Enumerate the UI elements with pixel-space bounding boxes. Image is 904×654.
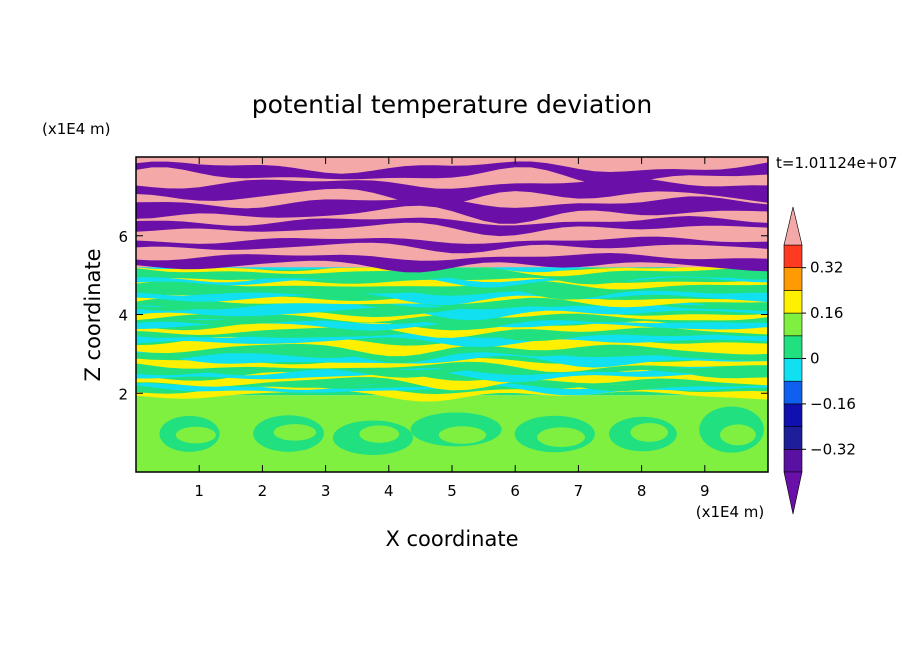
- upper-layer-stripe: [136, 161, 768, 186]
- colorbar-label: 0.16: [810, 304, 843, 322]
- contour-field: [136, 157, 768, 472]
- colorbar-segment: [783, 403, 803, 427]
- lower-layer-cell-core: [359, 425, 400, 443]
- chart-title: potential temperature deviation: [252, 90, 652, 119]
- x-tick-label: 3: [321, 482, 331, 500]
- colorbar-segment: [783, 448, 803, 473]
- colorbar-segment: [783, 267, 803, 291]
- y-axis-ticks: 2 4 6: [118, 228, 768, 403]
- colorbar-label: −0.16: [810, 395, 856, 413]
- lower-layer-cell-core: [438, 426, 487, 444]
- middle-layer-band: [136, 350, 768, 368]
- colorbar-segment: [783, 380, 803, 405]
- lower-layer-cell-core: [175, 426, 216, 444]
- lower-layer-cell-core: [537, 427, 585, 447]
- x-tick-label: 7: [574, 482, 584, 500]
- x-tick-label: 8: [637, 482, 647, 500]
- y-tick-label: 2: [118, 385, 128, 403]
- colorbar-label: −0.32: [810, 440, 856, 458]
- x-tick-label: 4: [384, 482, 394, 500]
- upper-layer-stripe: [136, 196, 768, 224]
- colorbar-segment: [783, 358, 803, 382]
- middle-layer-band: [136, 262, 768, 277]
- middle-layer-band: [136, 278, 768, 300]
- x-tick-label: 9: [700, 482, 710, 500]
- upper-layer-stripe: [136, 216, 768, 237]
- middle-layer-band: [136, 381, 768, 396]
- colorbar-over-arrow: [783, 206, 803, 246]
- middle-layer-band: [136, 277, 768, 290]
- x-unit-label: (x1E4 m): [696, 503, 765, 521]
- colorbar-segment: [783, 244, 803, 269]
- colorbar: 0.32 0.16 0 −0.16 −0.32: [783, 206, 856, 515]
- middle-layer-band: [136, 320, 768, 338]
- y-axis-label: Z coordinate: [81, 248, 105, 381]
- colorbar-segment: [783, 426, 803, 450]
- lower-layer-cell-core: [630, 423, 668, 442]
- lower-layer-cell-core: [720, 424, 756, 446]
- colorbar-label: 0.32: [810, 259, 843, 277]
- upper-layer-stripe: [136, 236, 768, 254]
- colorbar-segment: [783, 312, 803, 337]
- timestamp-label: t=1.01124e+07: [776, 154, 897, 172]
- middle-layer-band: [136, 259, 768, 273]
- x-axis-label: X coordinate: [385, 527, 518, 551]
- colorbar-segment: [783, 290, 803, 314]
- colorbar-under-arrow: [783, 471, 803, 515]
- x-tick-label: 1: [194, 482, 204, 500]
- x-axis-ticks: 1 2 3 4 5 6 7 8 9: [194, 157, 710, 500]
- y-tick-label: 4: [118, 307, 128, 325]
- y-unit-label: (x1E4 m): [42, 120, 111, 138]
- middle-layer-band: [136, 342, 768, 363]
- upper-layer-stripe: [136, 253, 768, 273]
- colorbar-segment: [783, 335, 803, 359]
- x-tick-label: 2: [258, 482, 268, 500]
- x-tick-label: 6: [510, 482, 520, 500]
- lower-layer-cell-core: [273, 424, 317, 441]
- middle-layer-band: [136, 326, 768, 342]
- middle-layer-band: [136, 265, 768, 285]
- x-tick-label: 5: [447, 482, 457, 500]
- y-tick-label: 6: [118, 228, 128, 246]
- colorbar-label: 0: [810, 350, 820, 368]
